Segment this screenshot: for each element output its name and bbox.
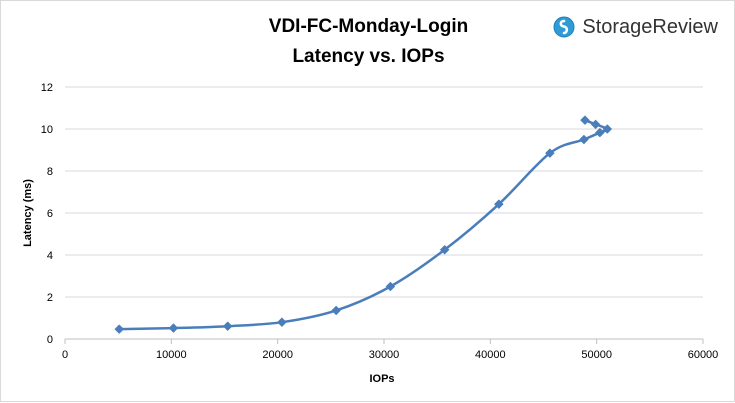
y-axis-title: Latency (ms) — [22, 179, 34, 247]
y-tick-label: 0 — [47, 334, 53, 346]
data-point-marker — [590, 119, 601, 130]
data-point-marker — [331, 305, 342, 316]
y-tick-label: 6 — [47, 208, 53, 220]
data-point-marker — [580, 115, 590, 126]
x-tick-label: 60000 — [688, 349, 719, 361]
data-point-marker — [222, 321, 233, 332]
chart-subtitle: Latency vs. IOPs — [292, 46, 445, 67]
chart-title: VDI-FC-Monday-Login — [268, 16, 469, 37]
x-axis-title: IOPs — [369, 373, 394, 385]
x-tick-label: 30000 — [369, 349, 400, 361]
y-tick-label: 4 — [47, 250, 53, 262]
storagereview-icon — [553, 16, 575, 38]
data-point-marker — [114, 324, 125, 334]
y-tick-label: 2 — [47, 292, 53, 304]
series-line — [117, 118, 609, 331]
data-point-marker — [602, 124, 613, 134]
x-tick-label: 40000 — [475, 349, 506, 361]
data-point-marker — [439, 244, 450, 255]
x-tick-label: 0 — [62, 349, 68, 361]
x-tick-label: 10000 — [156, 349, 187, 361]
data-point-marker — [595, 127, 605, 138]
data-point-marker — [579, 134, 589, 145]
data-point-marker — [168, 323, 179, 333]
data-point-marker — [545, 148, 555, 159]
x-tick-label: 20000 — [262, 349, 293, 361]
y-tick-label: 12 — [41, 82, 53, 94]
y-tick-label: 10 — [41, 124, 53, 136]
y-tick-label: 8 — [47, 166, 53, 178]
data-point-marker — [493, 199, 504, 210]
data-point-marker — [277, 317, 287, 328]
brand-name: StorageReview — [582, 15, 718, 38]
brand-logo: StorageReview — [552, 14, 718, 40]
x-tick-label: 50000 — [581, 349, 612, 361]
data-point-marker — [385, 281, 396, 292]
